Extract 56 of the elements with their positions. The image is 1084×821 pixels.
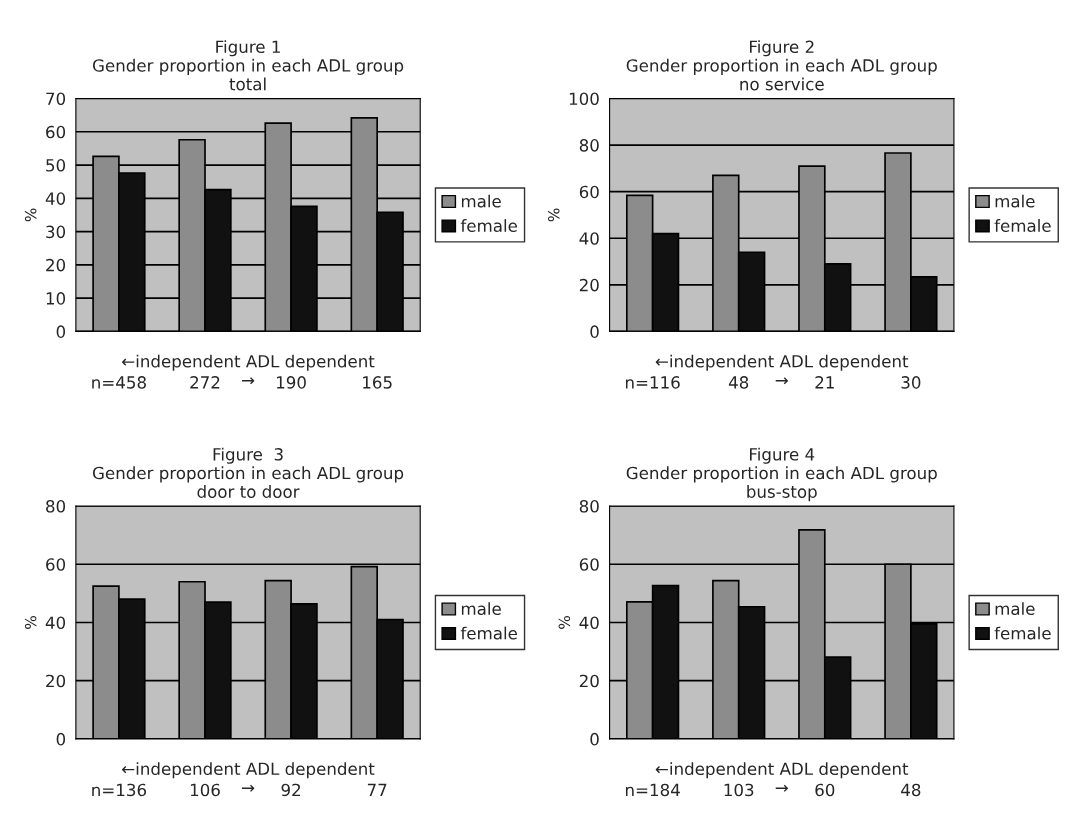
x-tick-label: 77 bbox=[367, 783, 387, 797]
y-tick-label: 50 bbox=[46, 159, 66, 172]
x-tick-label: 21 bbox=[815, 376, 834, 389]
x-tick-label: 30 bbox=[901, 376, 921, 389]
x-tick-label: 103 bbox=[724, 783, 754, 797]
y-tick-label: 0 bbox=[590, 325, 599, 338]
y-tick-label: 100 bbox=[569, 92, 599, 106]
y-tick-label: 20 bbox=[579, 278, 599, 292]
y-axis-title: % bbox=[558, 616, 571, 629]
y-tick-label: 20 bbox=[46, 674, 66, 688]
y-tick-label: 0 bbox=[56, 325, 66, 338]
x-tick-label: 106 bbox=[190, 783, 220, 797]
y-tick-label: 0 bbox=[590, 732, 599, 746]
x-tick-label: 272 bbox=[190, 376, 220, 389]
y-axis-title: % bbox=[547, 208, 560, 222]
legend-label: male bbox=[461, 194, 501, 208]
x-tick-label: n=184 bbox=[625, 783, 680, 797]
y-tick-label: 70 bbox=[46, 92, 66, 106]
chart-title: Figure 4 Gender proportion in each ADL group bus-stop bbox=[626, 447, 937, 502]
y-tick-label: 40 bbox=[579, 232, 599, 245]
y-tick-label: 40 bbox=[45, 192, 66, 205]
y-tick-label: 60 bbox=[46, 558, 66, 571]
y-tick-label: 60 bbox=[579, 558, 599, 571]
x-tick-label: 60 bbox=[815, 783, 835, 797]
y-tick-label: 80 bbox=[46, 500, 66, 513]
y-tick-label: 60 bbox=[46, 125, 66, 139]
x-tick-label: 48 bbox=[901, 783, 921, 797]
y-tick-label: 20 bbox=[579, 674, 599, 688]
legend-label: female bbox=[994, 219, 1051, 233]
y-tick-label: 0 bbox=[56, 732, 66, 746]
legend-label: male bbox=[461, 602, 501, 616]
y-tick-label: 10 bbox=[46, 292, 66, 305]
legend-label: female bbox=[460, 219, 517, 233]
y-axis-title: % bbox=[24, 616, 37, 629]
chart-title: Figure 1 Gender proportion in each ADL group total bbox=[92, 40, 404, 91]
x-tick-label: 92 bbox=[281, 783, 301, 797]
x-tick-label: 48 bbox=[728, 376, 749, 389]
legend-label: male bbox=[995, 602, 1035, 616]
y-tick-label: 80 bbox=[579, 500, 599, 513]
y-axis-title: % bbox=[24, 208, 37, 222]
x-tick-label: n=116 bbox=[625, 376, 680, 389]
y-tick-label: 30 bbox=[46, 225, 66, 239]
x-tick-label: 165 bbox=[363, 376, 392, 389]
x-tick-label: n=136 bbox=[92, 783, 147, 797]
legend-label: female bbox=[460, 626, 517, 640]
x-tick-label: n=458 bbox=[92, 376, 146, 389]
x-tick-label: 190 bbox=[277, 376, 306, 389]
legend-label: female bbox=[994, 626, 1051, 640]
y-tick-label: 40 bbox=[45, 616, 66, 630]
legend-label: male bbox=[995, 194, 1035, 208]
y-tick-label: 40 bbox=[579, 616, 599, 630]
chart-title: Figure 2 Gender proportion in each ADL group no service bbox=[626, 40, 937, 91]
chart-title: Figure 3 Gender proportion in each ADL group door to door bbox=[92, 447, 404, 498]
y-tick-label: 60 bbox=[579, 185, 599, 199]
y-tick-label: 20 bbox=[46, 258, 66, 272]
y-tick-label: 80 bbox=[579, 139, 599, 152]
